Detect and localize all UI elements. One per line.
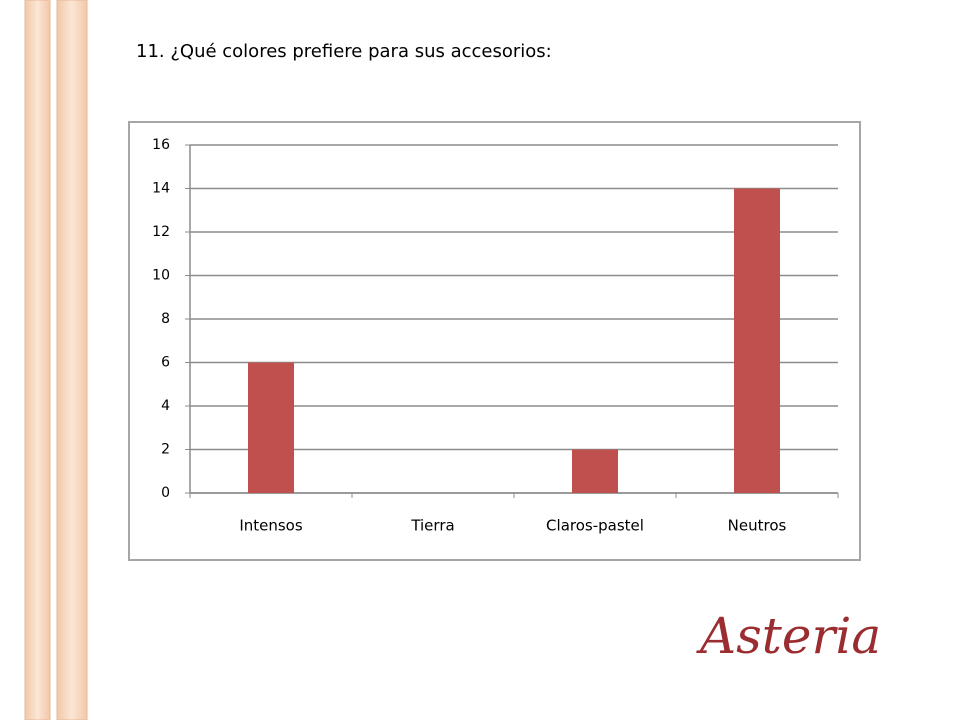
y-tick-label: 14: [152, 181, 170, 197]
x-tick-label: Claros-pastel: [546, 517, 644, 535]
x-tick-label: Neutros: [728, 517, 787, 535]
y-tick-label: 10: [152, 268, 170, 284]
y-tick-label: 8: [161, 311, 170, 327]
y-tick-label: 6: [161, 355, 170, 371]
bar: [734, 188, 780, 493]
x-tick-label: Intensos: [239, 517, 303, 535]
bar: [248, 362, 294, 493]
decor-stripe: [56, 0, 88, 720]
slide-title: 11. ¿Qué colores prefiere para sus acces…: [136, 41, 552, 62]
y-tick-label: 2: [161, 442, 170, 458]
x-tick-label: Tierra: [410, 517, 454, 535]
logo: Asteria: [696, 607, 881, 665]
y-tick-label: 4: [161, 398, 170, 414]
y-tick-label: 0: [161, 485, 170, 501]
bar: [572, 449, 618, 493]
y-tick-label: 12: [152, 224, 170, 240]
decor-stripe: [24, 0, 51, 720]
y-tick-label: 16: [152, 137, 170, 153]
